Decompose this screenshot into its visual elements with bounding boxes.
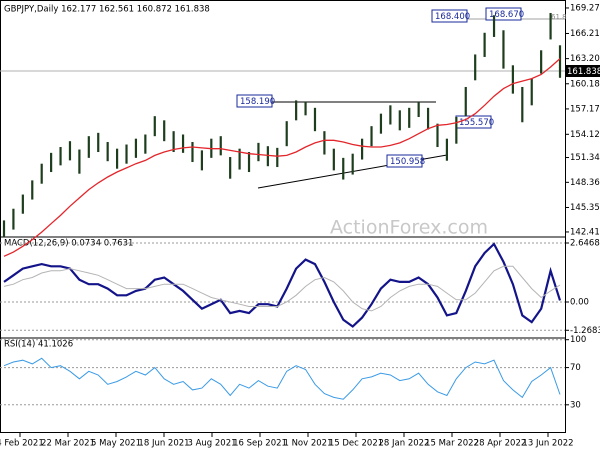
y-tick-label: 70 [570,363,581,373]
annotation: 155.570 [459,118,494,128]
x-tick-label: 3 Aug 2021 [187,439,236,449]
price-tag [565,65,600,77]
macd-title: MACD(12,26,9) 0.0734 0.7631 [4,239,133,249]
y-tick-label: 151.340 [570,153,600,163]
x-tick-label: 15 Dec 2021 [329,439,383,449]
y-tick-label: 0.00 [570,298,589,308]
annotation: 168.670 [489,10,524,20]
annotation-box [431,9,468,23]
watermark: ActionForex.com [330,217,488,239]
x-tick-label: 1 Nov 2021 [283,439,332,449]
y-tick-label: 157.170 [570,104,600,114]
y-tick-label: 100 [570,335,586,345]
x-tick-label: 4 Feb 2021 [0,439,44,449]
x-tick-label: 13 Jun 2022 [522,439,573,449]
y-tick-label: 142.415 [570,227,600,237]
y-tick-label: 154.125 [570,130,600,140]
annotation-box [236,94,273,108]
annotation: 168.400 [435,12,470,22]
x-tick-label: 28 Jan 2022 [379,439,430,449]
series-line [3,58,561,257]
x-tick-label: 18 Jun 2021 [138,439,189,449]
y-tick-label: 163.200 [570,54,600,64]
annotation-box [386,154,423,168]
price-tag-label: 161.838 [567,67,600,77]
y-tick-label: 160.185 [570,79,600,89]
y-tick-label: -1.2683 [570,326,600,336]
series-line [3,265,561,312]
series-line [3,242,562,328]
x-tick-label: 5 May 2021 [91,439,141,449]
x-tick-label: 15 Mar 2022 [425,439,479,449]
y-tick-label: 148.365 [570,178,600,188]
annotation: 150.958 [390,157,425,167]
y-tick-label: 2.6468 [570,238,600,248]
rsi-title: RSI(14) 41.1026 [4,340,73,350]
x-tick-label: 16 Sep 2021 [233,439,287,449]
plot-frame [0,0,566,433]
x-tick-label: 28 Apr 2022 [474,439,527,449]
series-line [3,357,561,400]
fib-label: 61.8 [551,13,567,21]
y-tick-label: 169.275 [570,3,600,13]
x-tick-label: 22 Mar 2021 [41,439,95,449]
annotation: 158.190 [240,97,275,107]
y-tick-label: 30 [570,400,581,410]
chart-title: GBPJPY,Daily 162.177 162.561 160.872 161… [4,5,210,15]
y-tick-label: 166.215 [570,29,600,39]
y-tick-label: 145.350 [570,203,600,213]
